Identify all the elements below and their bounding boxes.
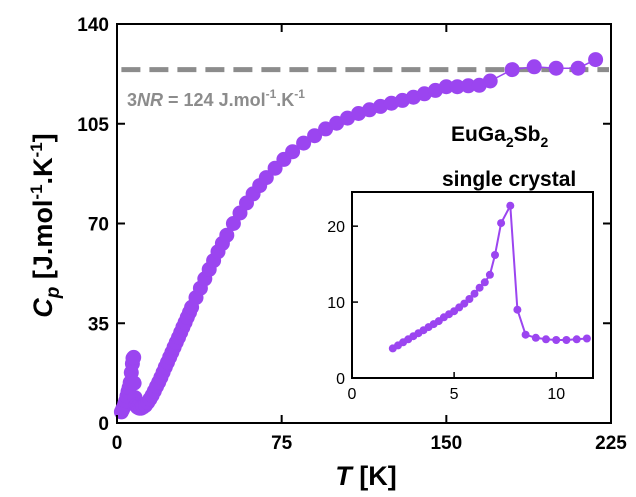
data-point <box>482 73 498 89</box>
x-tick-label: 0 <box>112 433 123 454</box>
data-point <box>285 144 301 160</box>
inset-data-point <box>485 270 494 279</box>
inset-x-tick-label: 5 <box>450 386 459 403</box>
x-axis-symbol: T <box>335 461 354 491</box>
inset-data-point <box>521 330 530 339</box>
compound-sub2: 2 <box>541 134 549 150</box>
data-point <box>548 60 564 76</box>
data-point <box>307 128 323 144</box>
ref-label-sup1: -1 <box>266 87 277 101</box>
inset-data-point <box>491 251 499 259</box>
data-point <box>449 79 465 95</box>
y-axis-title: Cp [J.mol-1.K-1] <box>27 133 64 317</box>
inset-x-tick-label: 10 <box>547 386 565 403</box>
inset-data-point <box>475 283 484 292</box>
inset-y-tick-label: 0 <box>336 371 345 388</box>
compound-part2: Sb <box>514 123 541 146</box>
reference-line-label: 3NR = 124 J.mol-1.K-1 <box>127 87 305 110</box>
data-point <box>460 78 476 94</box>
data-point <box>258 170 274 186</box>
compound-sub1: 2 <box>506 134 514 150</box>
main-series-points <box>113 52 604 420</box>
inset-data-point <box>497 219 506 228</box>
data-point <box>588 52 604 68</box>
inset-data-point <box>513 305 522 314</box>
x-tick-label: 75 <box>271 433 293 454</box>
data-point <box>438 79 454 95</box>
compound-part1: EuGa <box>451 123 506 146</box>
y-axis-unit: [J.mol <box>28 200 58 287</box>
ref-label-prefix: 3 <box>127 90 137 110</box>
inset-axis-tick-labels: 0 5 10 0 10 20 <box>327 219 565 403</box>
y-axis-sub: p <box>43 287 64 300</box>
inset-data-point <box>542 335 550 344</box>
x-axis-title: T [K] <box>335 461 396 491</box>
inset-data-point <box>506 201 515 210</box>
y-axis-sup1: -1 <box>27 184 46 199</box>
y-axis-mid: .K <box>28 157 58 185</box>
inset-y-tick-label: 20 <box>327 219 345 236</box>
ref-label-sup2: -1 <box>294 87 305 101</box>
data-point <box>126 375 142 391</box>
inset-data-point <box>572 335 581 344</box>
sample-label: single crystal <box>442 168 576 191</box>
inset-background <box>352 192 593 378</box>
inset-data-point <box>470 289 479 298</box>
y-axis-end: ] <box>28 133 58 142</box>
data-point <box>570 60 586 76</box>
data-point <box>504 62 520 78</box>
y-tick-label: 105 <box>77 115 109 136</box>
y-axis-sup2: -1 <box>27 142 46 157</box>
inset-plot: 0 5 10 0 10 20 <box>327 191 594 403</box>
inset-data-point <box>460 299 469 308</box>
x-axis-unit: [K] <box>352 461 397 491</box>
x-tick-label: 150 <box>430 433 462 454</box>
inset-data-point <box>582 334 591 343</box>
inset-series-points <box>388 201 591 353</box>
y-tick-label: 0 <box>98 414 109 435</box>
inset-plot-frame <box>351 191 594 379</box>
y-tick-label: 70 <box>88 215 109 236</box>
inset-data-point <box>552 336 561 344</box>
y-tick-label: 140 <box>77 15 109 36</box>
x-tick-label: 225 <box>595 433 627 454</box>
ref-label-mid: .K <box>276 90 294 110</box>
y-tick-label: 35 <box>88 314 110 335</box>
inset-data-point <box>531 333 540 342</box>
inset-data-point <box>562 336 571 344</box>
inset-data-point <box>480 278 489 287</box>
data-point <box>526 59 542 75</box>
inset-data-point <box>465 295 474 303</box>
inset-x-tick-label: 0 <box>348 386 357 403</box>
inset-y-tick-label: 10 <box>327 295 345 312</box>
data-point <box>219 227 235 243</box>
ref-label-value: = 124 J.mol <box>163 90 266 110</box>
y-axis-symbol: C <box>28 298 58 318</box>
data-point <box>296 135 312 151</box>
main-axis-ticks <box>116 23 612 424</box>
ref-label-italic: NR <box>137 90 163 110</box>
inset-axis-ticks <box>351 225 557 379</box>
compound-label: EuGa2Sb2 <box>451 123 549 150</box>
data-point <box>126 349 142 365</box>
data-point <box>318 121 334 137</box>
